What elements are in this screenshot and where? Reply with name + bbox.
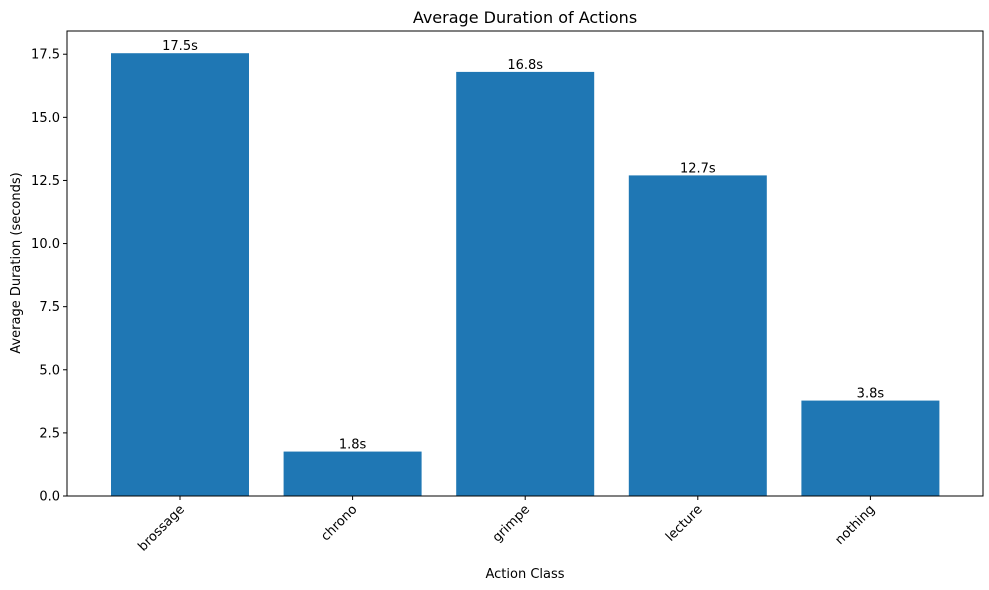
x-tick-label-lecture: lecture (663, 502, 706, 545)
bar-brossage (111, 53, 249, 497)
x-tick-label-nothing: nothing (833, 502, 879, 548)
bar-chrono (283, 451, 422, 496)
chart-title: Average Duration of Actions (413, 8, 637, 27)
y-tick-label-15.0: 15.0 (31, 111, 60, 126)
data-label-nothing: 3.8s (857, 387, 885, 402)
x-axis-title: Action Class (485, 567, 564, 582)
y-tick-label-7.5: 7.5 (39, 300, 60, 315)
x-tick-label-chrono: chrono (318, 502, 360, 544)
bar-grimpe (456, 71, 595, 497)
y-tick-label-12.5: 12.5 (31, 174, 60, 189)
y-tick-label-2.5: 2.5 (39, 426, 60, 441)
data-label-lecture: 12.7s (680, 161, 716, 176)
y-axis: 0.0 2.5 5.0 7.5 10.0 12.5 15.0 17.5 (31, 48, 67, 505)
x-tick-label-brossage: brossage (135, 502, 187, 554)
data-label-brossage: 17.5s (162, 39, 198, 54)
data-label-grimpe: 16.8s (507, 58, 543, 73)
y-tick-label-5.0: 5.0 (39, 363, 60, 378)
y-tick-label-10.0: 10.0 (31, 237, 60, 252)
data-labels-group: 17.5s 1.8s 16.8s 12.7s 3.8s (162, 39, 884, 452)
bar-nothing (801, 400, 940, 496)
y-tick-label-0.0: 0.0 (39, 490, 60, 505)
y-axis-title: Average Duration (seconds) (9, 172, 24, 353)
plot-frame (66, 30, 984, 497)
bars-group (111, 53, 940, 497)
y-tick-label-17.5: 17.5 (31, 48, 60, 63)
x-tick-label-grimpe: grimpe (490, 502, 533, 545)
bar-lecture (628, 175, 767, 496)
x-axis: brossage chrono grimpe lecture nothing (135, 496, 878, 555)
data-label-chrono: 1.8s (339, 438, 367, 453)
